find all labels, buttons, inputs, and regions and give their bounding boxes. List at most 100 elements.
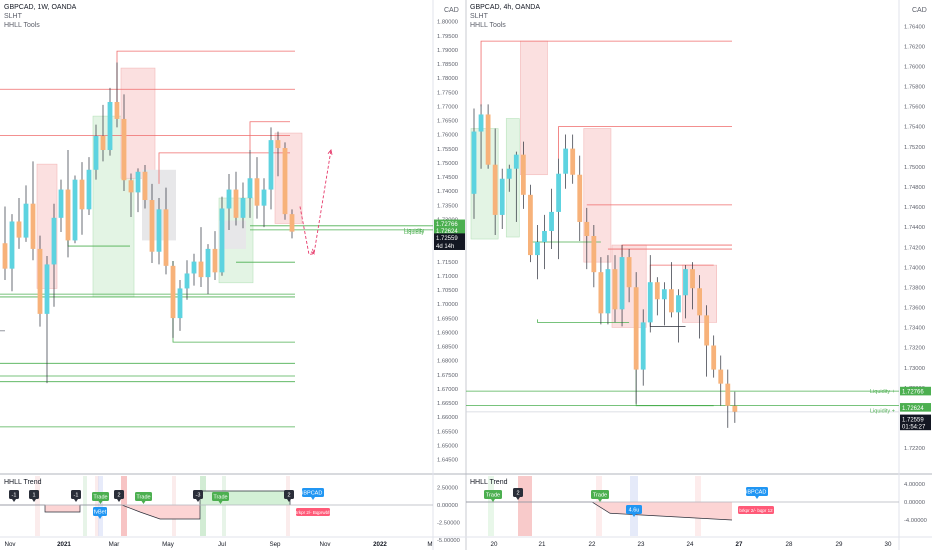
right-signal-label[interactable]: 4.6u: [626, 505, 642, 517]
left-trade-label[interactable]: Trade: [212, 492, 229, 504]
left-trend-label[interactable]: -1: [9, 490, 19, 502]
left-chart-title[interactable]: GBPCAD, 1W, OANDA: [4, 4, 77, 11]
right-candle-body: [577, 174, 583, 222]
left-candle-body: [240, 198, 246, 218]
left-signal-label[interactable]: fvBet: [93, 507, 107, 519]
left-y-tick-label: 1.70000: [437, 302, 458, 308]
right-candle-body: [591, 236, 597, 273]
left-candle-body: [163, 209, 169, 266]
right-candle-body: [626, 257, 632, 288]
left-candle-body: [184, 273, 190, 289]
left-symbol-label[interactable]: GBPCAD 2: [299, 488, 327, 500]
left-signal-label-pointer: [98, 516, 102, 519]
left-trend-label[interactable]: 1: [29, 490, 39, 502]
left-candle-body: [205, 248, 211, 278]
right-sub-y-tick-label: -4.00000: [904, 518, 927, 524]
left-trend-label-text: 1: [32, 493, 35, 499]
right-subpanel-title[interactable]: HHLL Trend: [470, 479, 508, 486]
left-candle-body: [233, 189, 239, 218]
right-candle-body: [704, 315, 710, 346]
left-liquidity-label: Liquidity: [404, 230, 424, 236]
left-trend-bar: [83, 476, 87, 536]
right-indicator-slht[interactable]: SLHT: [470, 13, 488, 20]
left-indicator-slht[interactable]: SLHT: [4, 13, 22, 20]
left-trend-label[interactable]: 2: [284, 490, 294, 502]
left-trade-label-pointer: [141, 501, 146, 504]
right-trade-label-bg: [484, 490, 502, 499]
right-support-level: [537, 319, 630, 323]
left-candle-body: [212, 248, 218, 273]
left-x-tick-label: Nov: [319, 541, 331, 548]
right-candle-body: [683, 269, 688, 296]
left-trend-label[interactable]: -3: [193, 490, 203, 502]
right-candle-body: [619, 257, 625, 310]
left-y-tick-label: 1.67500: [437, 373, 458, 379]
right-trend-label-bg: [513, 488, 523, 497]
right-y-tick-label: 1.74400: [904, 225, 925, 231]
right-symbol-label[interactable]: GBPCAD 2: [743, 487, 771, 499]
right-trend-bar: [488, 476, 494, 536]
right-candle-body: [513, 154, 519, 169]
left-y-tick-label: 1.65000: [437, 443, 458, 449]
left-candle-body: [268, 140, 274, 190]
right-price-tag-bg: [900, 403, 931, 412]
left-trend-label-pointer: [12, 499, 16, 502]
left-trend-fill: [122, 505, 200, 519]
right-y-tick-label: 1.74600: [904, 205, 925, 211]
left-y-tick-label: 1.74500: [437, 175, 458, 181]
right-chart-legend: GBPCAD, 4h, OANDA SLHT HHLL Tools: [470, 3, 540, 30]
right-candle-body: [711, 345, 717, 370]
left-x-tick-label: May: [162, 541, 175, 548]
left-candle-body: [93, 135, 99, 170]
left-trend-bar: [200, 476, 206, 536]
right-chart-title[interactable]: GBPCAD, 4h, OANDA: [470, 4, 541, 11]
left-x-tick-label: 2022: [373, 541, 387, 548]
left-trend-label-pointer: [117, 499, 121, 502]
right-resistance-level: [558, 126, 732, 159]
left-indicator-hhll-tools[interactable]: HHLL Tools: [4, 22, 40, 29]
left-status-label: Brkpr 2/- Bqprwbfs: [294, 510, 332, 515]
left-sub-y-tick-label: -2.50000: [437, 521, 460, 527]
right-price-tag-bg: [900, 421, 931, 431]
left-candle-body: [107, 101, 113, 151]
left-trend-label-text: -1: [12, 493, 17, 499]
right-trend-label[interactable]: 2: [513, 488, 523, 500]
right-indicator-hhll-tools[interactable]: HHLL Tools: [470, 22, 506, 29]
right-trade-label-bg: [591, 490, 609, 499]
right-trend-bar: [518, 476, 532, 536]
right-liquidity-label: Liquidity +: [870, 408, 895, 414]
right-trade-label[interactable]: Trade: [484, 490, 502, 502]
left-trend-fill: [0, 505, 80, 512]
left-trend-label[interactable]: -1: [71, 490, 81, 502]
left-candle-body: [198, 261, 204, 278]
right-candle-body: [535, 242, 540, 256]
left-candle-body: [79, 179, 85, 210]
left-y-tick-label: 1.75500: [437, 147, 458, 153]
left-y-tick-label: 1.79000: [437, 48, 458, 54]
right-swing-link: [649, 315, 686, 327]
left-trade-label-text: Trade: [136, 495, 150, 501]
right-candle-body: [520, 154, 526, 195]
left-sub-y-tick-label: 2.50000: [437, 486, 458, 492]
right-candle-body: [478, 114, 484, 132]
left-trend-label[interactable]: 2: [114, 490, 124, 502]
left-x-tick-label: Sep: [269, 541, 281, 548]
left-trade-label[interactable]: Trade: [92, 492, 109, 504]
right-candle-body: [598, 272, 604, 314]
right-status-label-bg: [738, 506, 774, 514]
right-support-level: [635, 369, 714, 407]
left-liquidity-label: Liquidity: [404, 228, 424, 234]
left-supply-zone: [120, 67, 156, 179]
left-trade-label[interactable]: Trade: [135, 492, 152, 504]
right-candle-body: [499, 178, 505, 215]
right-x-tick-label: 23: [638, 541, 645, 548]
left-y-tick-label: 1.66000: [437, 415, 458, 421]
right-y-tick-label: 1.75000: [904, 165, 925, 171]
left-trend-label-pointer: [74, 499, 78, 502]
left-subpanel-title[interactable]: HHLL Trend: [4, 479, 42, 486]
right-trend-label-text: 2: [516, 491, 519, 497]
left-y-tick-label: 1.80000: [437, 20, 458, 26]
right-price-tag: 01:54:27: [900, 421, 931, 431]
right-trade-label[interactable]: Trade: [591, 490, 609, 502]
left-trade-label-bg: [92, 492, 109, 501]
